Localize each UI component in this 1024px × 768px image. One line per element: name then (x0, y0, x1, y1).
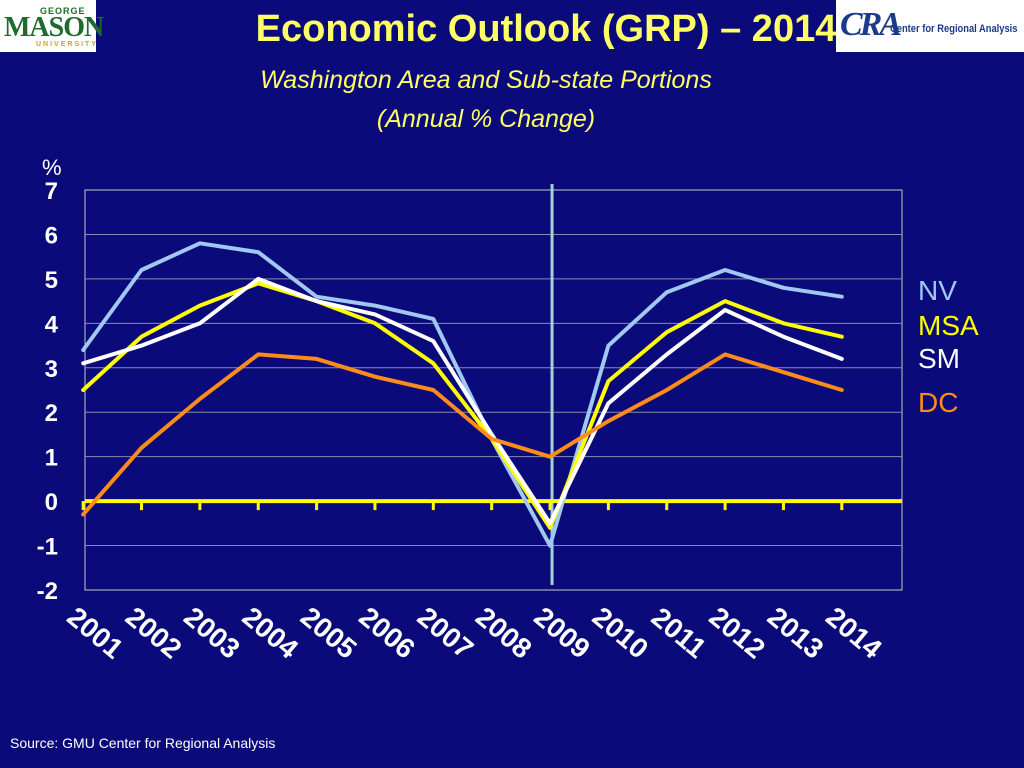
x-tick-label: 2009 (528, 601, 596, 665)
gmu-logo-bottom: UNIVERSITY (36, 41, 99, 48)
chart-subtitle-1: Washington Area and Sub-state Portions (0, 66, 972, 95)
series-line-sm (81, 276, 844, 526)
gmu-logo: GEORGE MASON UNIVERSITY (0, 0, 104, 52)
y-tick-label: -2 (37, 578, 58, 605)
plot-area (84, 189, 903, 591)
y-tick-label: 7 (45, 178, 58, 205)
y-tick-label: 3 (45, 356, 58, 383)
chart-subtitle-2-text: (Annual % Change) (376, 105, 596, 133)
x-tick-label: 2006 (353, 601, 421, 665)
x-tick-label: 2007 (412, 601, 480, 665)
cra-logo-name: Center for Regional Analysis (890, 23, 1018, 35)
cra-logo-mark: CRA (840, 6, 902, 43)
y-tick-label: 1 (45, 445, 58, 472)
y-tick-label: 0 (45, 489, 58, 516)
x-tick-label: 2010 (587, 601, 655, 665)
gmu-logo-top: GEORGE (40, 6, 86, 16)
x-tick-label: 2005 (295, 601, 363, 665)
legend-label-nv: NV (918, 275, 957, 306)
chart-subtitle-2: (Annual % Change) (0, 105, 972, 134)
cra-logo: CRA Center for Regional Analysis (836, 0, 1024, 52)
series-line-dc (81, 352, 844, 517)
y-axis-label: % (42, 155, 62, 180)
y-tick-label: 4 (45, 311, 59, 338)
gmu-logo-main: MASON (4, 12, 104, 43)
x-tick-label: 2014 (820, 601, 888, 665)
y-tick-label: 2 (45, 400, 58, 427)
x-tick-label: 2011 (646, 601, 712, 664)
legend-label-dc: DC (918, 387, 958, 418)
y-tick-label: 5 (45, 267, 58, 294)
chart-subtitle-1-text: Washington Area and Sub-state Portions (260, 66, 712, 94)
legend-label-msa: MSA (918, 310, 979, 341)
page-title: Economic Outlook (GRP) – 2014 (0, 8, 972, 51)
series-line-nv (81, 241, 844, 548)
x-tick-label: 2001 (61, 601, 129, 665)
y-tick-label: -1 (37, 534, 58, 561)
legend-label-sm: SM (918, 343, 960, 374)
x-tick-label: 2008 (470, 601, 538, 665)
x-tick-label: 2013 (762, 601, 830, 665)
y-tick-label: 6 (45, 222, 58, 249)
x-tick-label: 2003 (178, 601, 246, 665)
x-tick-label: 2004 (237, 601, 305, 665)
page-title-text: Economic Outlook (GRP) – 2014 (255, 8, 837, 50)
x-tick-label: 2012 (703, 601, 771, 665)
source-note: Source: GMU Center for Regional Analysis (10, 735, 276, 751)
series-line-msa (81, 281, 844, 530)
x-tick-label: 2002 (120, 601, 188, 665)
